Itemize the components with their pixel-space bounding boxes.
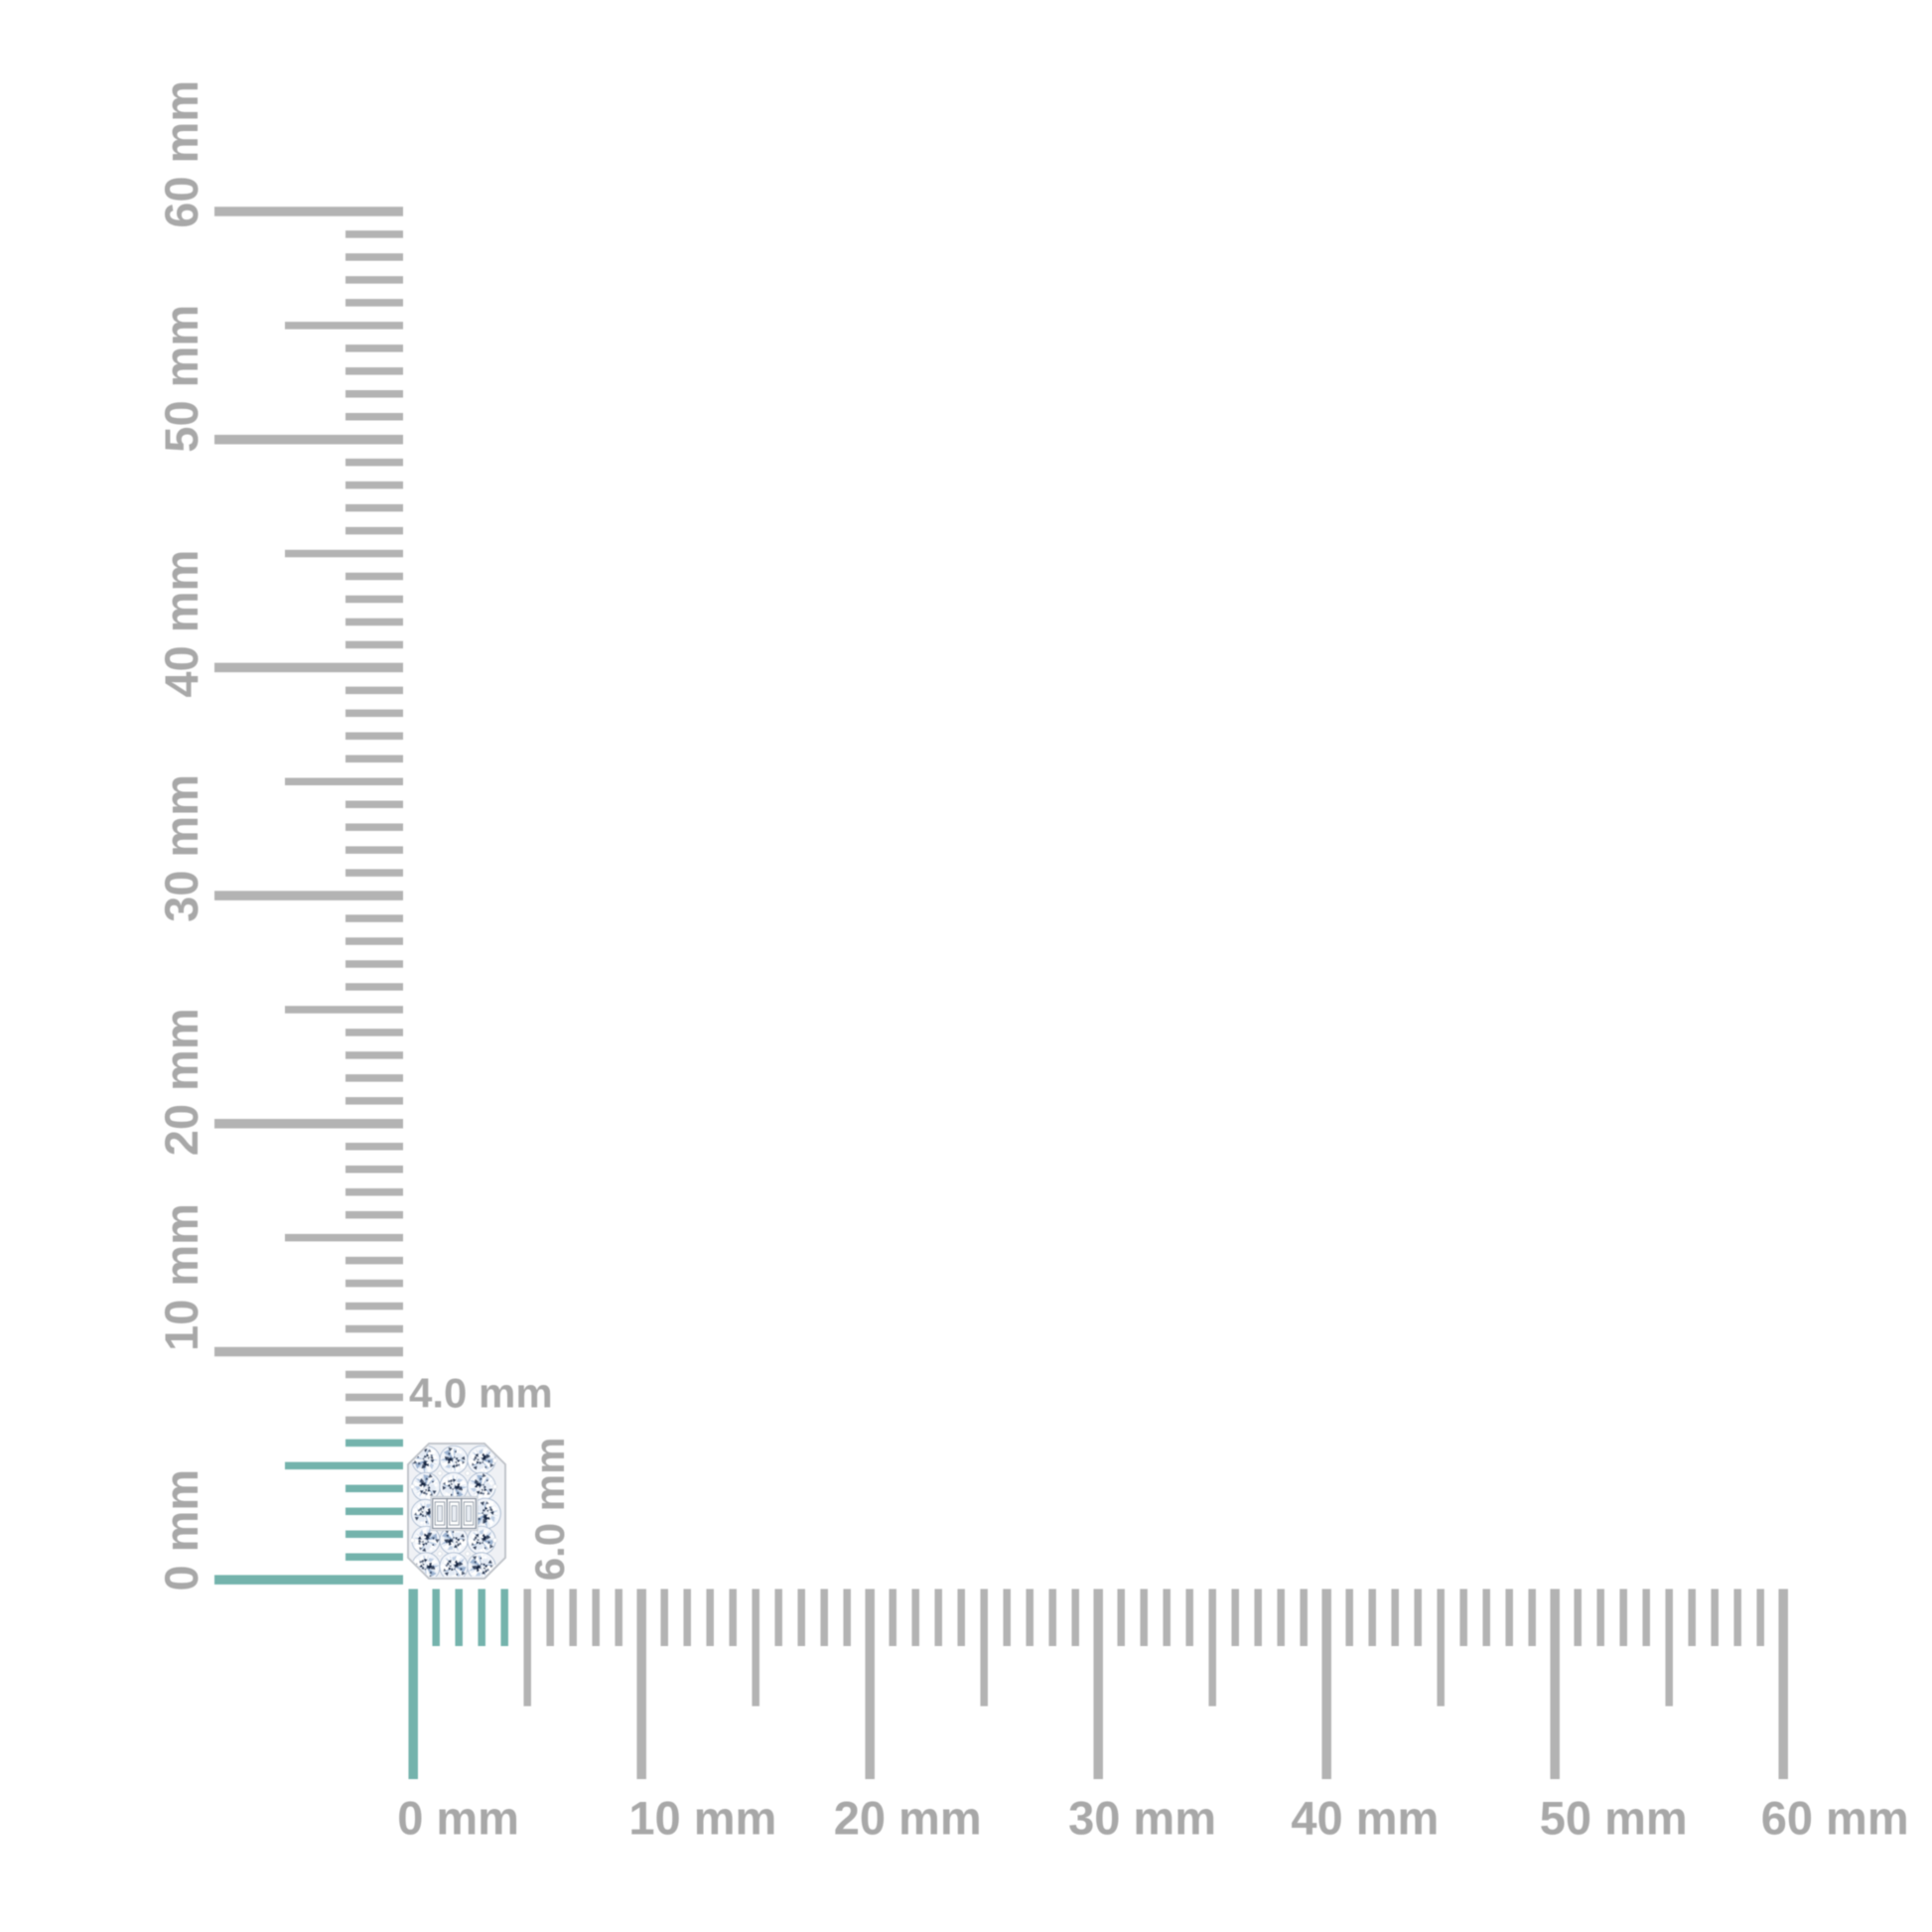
svg-text:60 mm: 60 mm bbox=[1761, 1792, 1909, 1845]
svg-text:10 mm: 10 mm bbox=[155, 1203, 207, 1351]
svg-text:30 mm: 30 mm bbox=[1068, 1792, 1216, 1845]
svg-text:40 mm: 40 mm bbox=[155, 550, 207, 698]
svg-text:50 mm: 50 mm bbox=[155, 305, 207, 453]
svg-text:20 mm: 20 mm bbox=[834, 1792, 982, 1845]
svg-text:0 mm: 0 mm bbox=[397, 1792, 519, 1845]
svg-text:20 mm: 20 mm bbox=[155, 1008, 207, 1156]
svg-text:60 mm: 60 mm bbox=[155, 80, 207, 228]
svg-text:40 mm: 40 mm bbox=[1291, 1792, 1439, 1845]
svg-text:0 mm: 0 mm bbox=[155, 1469, 207, 1591]
svg-text:6.0 mm: 6.0 mm bbox=[526, 1438, 573, 1582]
svg-text:50 mm: 50 mm bbox=[1540, 1792, 1688, 1845]
svg-text:10 mm: 10 mm bbox=[628, 1792, 776, 1845]
svg-text:4.0 mm: 4.0 mm bbox=[409, 1370, 553, 1417]
svg-text:30 mm: 30 mm bbox=[155, 774, 207, 922]
